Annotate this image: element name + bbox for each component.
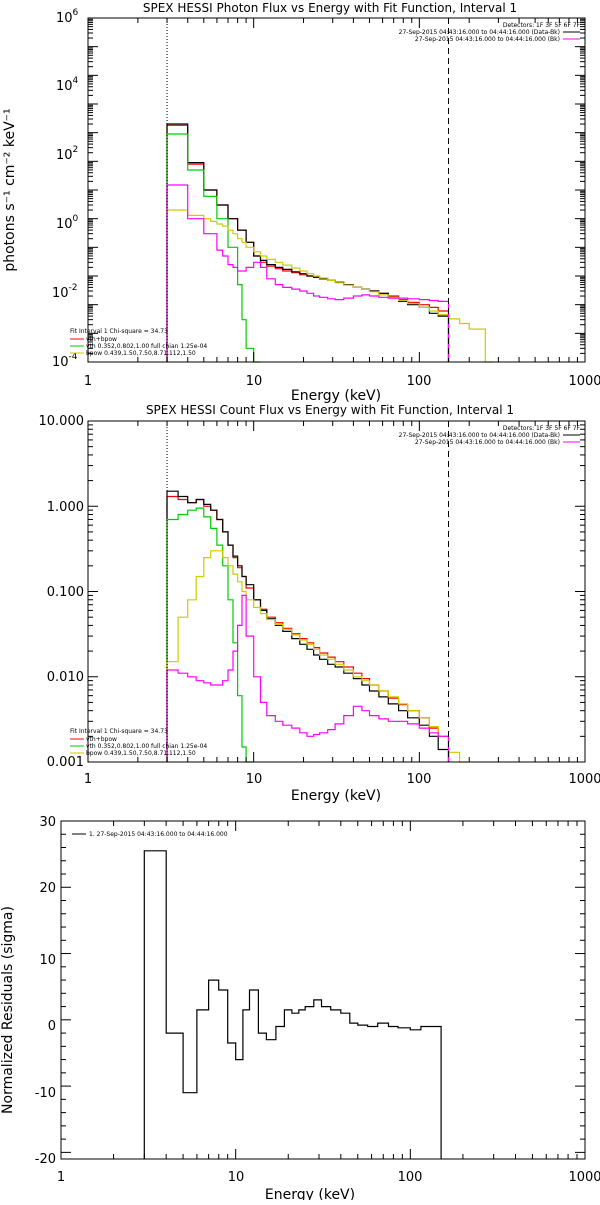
photon-flux-title: SPEX HESSI Photon Flux vs Energy with Fi…	[143, 1, 517, 15]
count-flux-x-tick-labels: 1 10 100 1000	[84, 772, 600, 787]
photon-ytick-label: 106	[56, 8, 79, 26]
photon-xtick-label: 1	[84, 374, 92, 389]
count-flux-x-label: Energy (keV)	[291, 788, 381, 804]
photon-info-data-interval: 27-Sep-2015 04:43:16.000 to 04:44:16.000…	[399, 29, 560, 36]
photon-flux-curves	[167, 124, 493, 362]
count-ytick-label: 0.100	[47, 585, 84, 600]
residual-ytick-label: 10	[39, 953, 56, 968]
count-series-model_sum	[167, 497, 449, 763]
count-info-bk-interval: 27-Sep-2015 04:43:16.000 to 04:44:16.000…	[415, 439, 560, 446]
count-flux-title: SPEX HESSI Count Flux vs Energy with Fit…	[146, 403, 514, 417]
photon-series-bpow	[167, 210, 493, 362]
residual-ytick-label: -10	[35, 1086, 56, 1101]
residual-ytick-label: 20	[39, 881, 56, 896]
photon-flux-info: Detectors: 1F 3F 5F 6F 7F 27-Sep-2015 04…	[399, 22, 581, 43]
residual-legend-interval: 1. 27-Sep-2015 04:43:16.000 to 04:44:16.…	[89, 831, 228, 838]
count-xtick-label: 1	[84, 772, 92, 787]
photon-series-total	[167, 124, 449, 362]
count-series-vth	[167, 508, 254, 762]
residuals-panel: -20 -10 0 10 20 30 1 10 100 1000 Energy …	[0, 815, 600, 1200]
residual-ytick-label: 30	[39, 815, 56, 830]
residual-xtick-label: 100	[398, 1170, 423, 1185]
count-ytick-label: 1.000	[47, 500, 84, 515]
photon-ytick-label: 102	[56, 145, 78, 163]
residual-xtick-label: 1000	[568, 1170, 600, 1185]
photon-legend-sum: vth+bpow	[86, 336, 117, 343]
count-flux-info: Detectors: 1F 3F 5F 6F 7F 27-Sep-2015 04…	[399, 425, 581, 446]
count-flux-panel: SPEX HESSI Count Flux vs Energy with Fit…	[39, 403, 600, 804]
count-flux-y-tick-labels: 0.001 0.010 0.100 1.000 10.000	[39, 414, 85, 770]
count-xtick-label: 1000	[568, 772, 600, 787]
count-ytick-label: 10.000	[39, 414, 85, 429]
residual-ytick-label: 0	[48, 1019, 56, 1034]
photon-flux-panel: SPEX HESSI Photon Flux vs Energy with Fi…	[2, 1, 600, 404]
photon-legend-vth: vth 0.352,0.802,1.00 full chian 1.25e-04	[86, 343, 207, 350]
photon-ytick-label: 10-4	[52, 352, 78, 370]
photon-flux-frame	[88, 18, 585, 362]
photon-ytick-label: 10-2	[52, 283, 78, 301]
residuals-ticks	[61, 821, 585, 1159]
count-flux-ticks	[88, 421, 585, 762]
residuals-frame	[61, 821, 585, 1159]
count-info-detectors: Detectors: 1F 3F 5F 6F 7F	[503, 425, 581, 432]
count-xtick-label: 10	[246, 772, 263, 787]
photon-info-bk-interval: 27-Sep-2015 04:43:16.000 to 04:44:16.000…	[415, 36, 560, 43]
photon-xtick-label: 100	[407, 374, 432, 389]
count-xtick-label: 100	[407, 772, 432, 787]
residuals-y-label: Normalized Residuals (sigma)	[0, 906, 16, 1114]
count-legend-bpow: bpow 0.439,1.50,7.50,8.71,112,1.50	[86, 750, 196, 757]
residuals-x-tick-labels: 1 10 100 1000	[57, 1170, 600, 1185]
photon-flux-ticks	[88, 18, 585, 362]
residual-ytick-label: -20	[35, 1152, 56, 1167]
count-flux-curves	[167, 491, 469, 762]
photon-flux-legend: Fit Interval 1 Chi-square = 34.73 vth+bp…	[70, 328, 207, 357]
residual-xtick-label: 1	[57, 1170, 65, 1185]
count-ytick-label: 0.001	[47, 755, 84, 770]
count-legend-sum: vth+bpow	[86, 736, 117, 743]
residuals-y-tick-labels: -20 -10 0 10 20 30	[35, 815, 56, 1167]
photon-series-model_sum	[167, 125, 449, 362]
photon-ytick-label: 100	[56, 214, 79, 232]
photon-flux-y-label: photons s⁻¹ cm⁻² keV⁻¹	[2, 108, 18, 271]
residuals-curves	[144, 851, 441, 1159]
photon-xtick-label: 10	[246, 374, 263, 389]
photon-series-vth	[167, 134, 261, 362]
photon-flux-x-tick-labels: 1 10 100 1000	[84, 374, 600, 389]
photon-flux-x-label: Energy (keV)	[291, 388, 381, 404]
count-legend-title: Fit Interval 1 Chi-square = 34.73	[70, 728, 168, 735]
photon-legend-title: Fit Interval 1 Chi-square = 34.73	[70, 328, 168, 335]
residuals-x-label: Energy (keV)	[265, 1187, 355, 1200]
residuals-legend: 1. 27-Sep-2015 04:43:16.000 to 04:44:16.…	[72, 831, 228, 838]
count-series-bpow	[167, 551, 469, 762]
count-ytick-label: 0.010	[47, 670, 84, 685]
photon-info-detectors: Detectors: 1F 3F 5F 6F 7F	[503, 22, 581, 29]
count-legend-vth: vth 0.352,0.802,1.00 full chian 1.25e-04	[86, 743, 207, 750]
photon-xtick-label: 1000	[568, 374, 600, 389]
residual-series-total	[144, 851, 441, 1159]
count-series-background	[167, 595, 449, 762]
photon-legend-bpow: bpow 0.439,1.50,7.50,8.71,112,1.50	[86, 350, 196, 357]
photon-flux-y-tick-labels: 10-4 10-2 100 102 104 106	[52, 8, 79, 370]
residual-xtick-label: 10	[228, 1170, 245, 1185]
count-info-data-interval: 27-Sep-2015 04:43:16.000 to 04:44:16.000…	[399, 432, 560, 439]
photon-ytick-label: 104	[56, 76, 79, 94]
count-flux-legend: Fit Interval 1 Chi-square = 34.73 vth+bp…	[70, 728, 207, 757]
count-flux-frame	[88, 421, 585, 762]
